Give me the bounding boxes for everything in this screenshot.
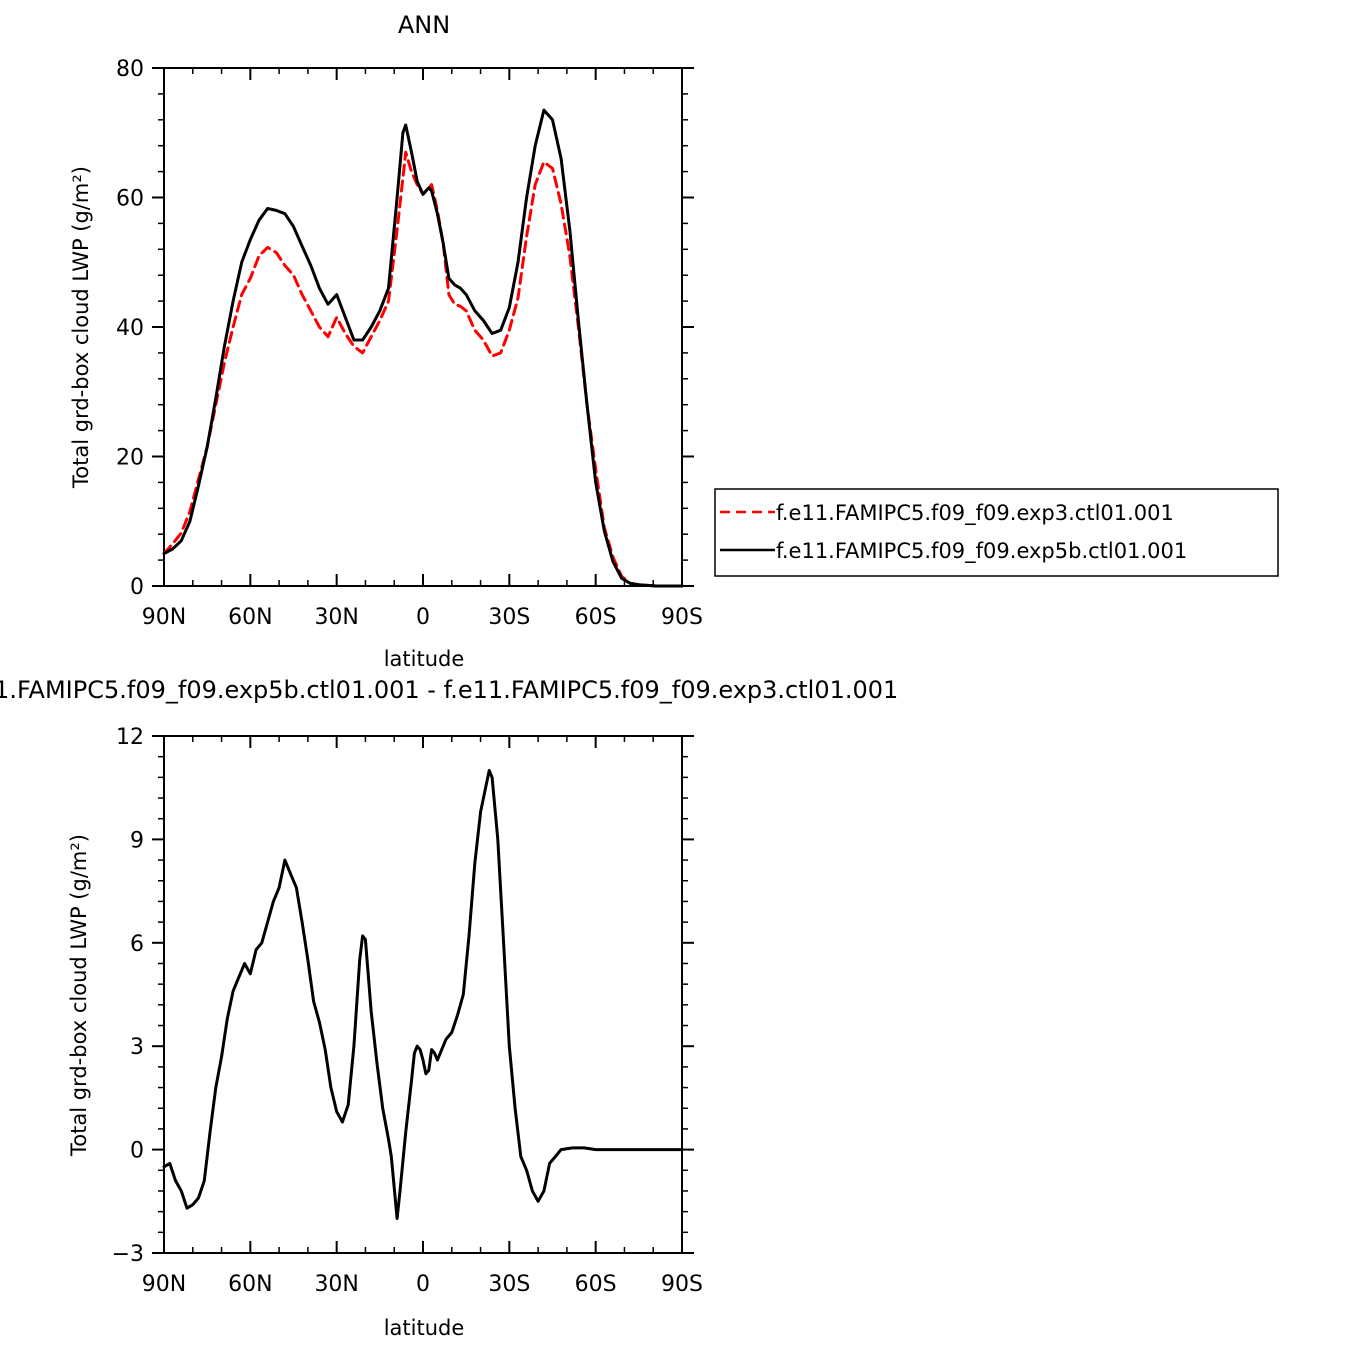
x-tick-label: 60N xyxy=(228,605,272,630)
difference-title: f.e11.FAMIPC5.f09_f09.exp5b.ctl01.001 - … xyxy=(0,676,898,704)
y-tick-label: 12 xyxy=(116,725,144,750)
x-tick-label: 30S xyxy=(488,1272,530,1297)
y-axis-label: Total grd-box cloud LWP (g/m²) xyxy=(69,166,93,489)
series-lines xyxy=(162,108,684,588)
y-tick-label: 40 xyxy=(116,316,144,341)
panel-bottom: f.e11.FAMIPC5.f09_f09.exp5b.ctl01.001 - … xyxy=(0,676,898,1340)
x-tick-label: 90N xyxy=(142,605,186,630)
panel-top: ANN 90N 60N 30N 0 30S 60S 90S 0 20 40 60 80 latitud… xyxy=(69,11,703,671)
chart-title: ANN xyxy=(398,11,450,39)
x-tick-label: 90N xyxy=(142,1272,186,1297)
x-tick-label: 30N xyxy=(314,605,358,630)
x-tick-label: 90S xyxy=(661,605,703,630)
y-tick-label: 0 xyxy=(130,575,144,600)
series-line-0 xyxy=(162,769,684,1220)
y-tick-label: 9 xyxy=(130,828,144,853)
plot-frame xyxy=(163,67,683,587)
x-tick-label: 0 xyxy=(416,605,430,630)
y-tick-label: 80 xyxy=(116,57,144,82)
legend-label-exp5b: f.e11.FAMIPC5.f09_f09.exp5b.ctl01.001 xyxy=(776,539,1187,564)
series-lines xyxy=(162,769,684,1220)
x-tick-label: 30S xyxy=(488,605,530,630)
x-tick-label: 30N xyxy=(314,1272,358,1297)
y-tick-label: −3 xyxy=(112,1242,144,1267)
legend-box xyxy=(714,488,1279,577)
legend: f.e11.FAMIPC5.f09_f09.exp3.ctl01.001 f.e… xyxy=(714,488,1279,577)
series-line-0 xyxy=(162,150,684,588)
y-tick-label: 6 xyxy=(130,932,144,957)
axis-ticks: 90N 60N 30N 0 30S 60S 90S 0 20 40 60 80 xyxy=(116,57,703,630)
y-axis-label: Total grd-box cloud LWP (g/m²) xyxy=(67,834,91,1157)
y-tick-label: 20 xyxy=(116,446,144,471)
x-tick-label: 60S xyxy=(575,1272,617,1297)
y-tick-label: 3 xyxy=(130,1035,144,1060)
x-tick-label: 60S xyxy=(575,605,617,630)
x-axis-label: latitude xyxy=(384,647,465,671)
x-axis-label: latitude xyxy=(384,1316,465,1340)
plot-frame xyxy=(163,735,683,1254)
y-tick-label: 0 xyxy=(130,1139,144,1164)
legend-label-exp3: f.e11.FAMIPC5.f09_f09.exp3.ctl01.001 xyxy=(776,501,1174,526)
y-tick-label: 60 xyxy=(116,187,144,212)
x-tick-label: 90S xyxy=(661,1272,703,1297)
axis-ticks: 90N 60N 30N 0 30S 60S 90S −3 0 3 6 9 12 xyxy=(112,725,703,1297)
series-line-1 xyxy=(162,108,684,588)
x-tick-label: 0 xyxy=(416,1272,430,1297)
x-tick-label: 60N xyxy=(228,1272,272,1297)
